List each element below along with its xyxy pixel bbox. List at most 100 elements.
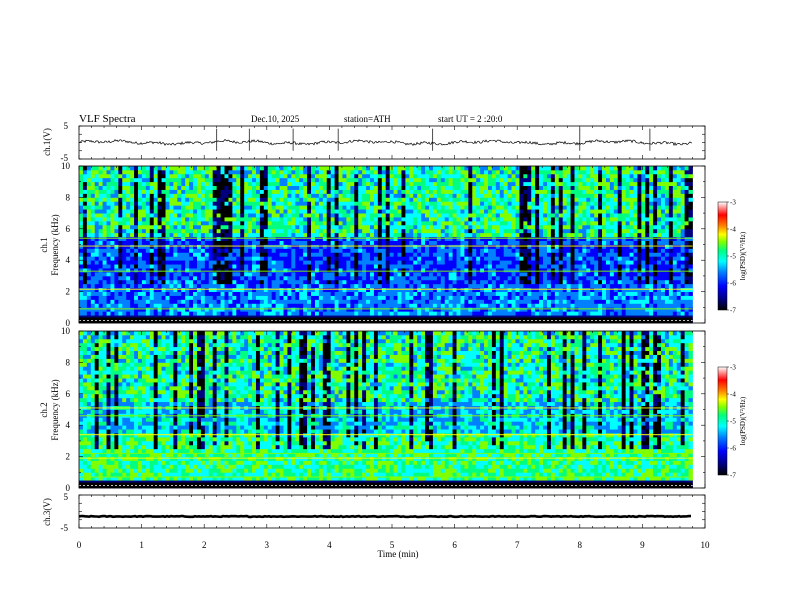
spectrogram-cell: [295, 166, 300, 171]
spectrogram-cell: [216, 279, 221, 285]
spectrogram-cell: [499, 275, 505, 281]
spectrogram-cell: [322, 173, 328, 179]
spectrogram-cell: [377, 177, 383, 183]
spectrogram-cell: [421, 264, 426, 269]
spectrogram-cell: [436, 232, 442, 238]
spectrogram-cell: [389, 295, 394, 300]
spectrogram-cell: [409, 271, 414, 277]
spectrogram-cell: [444, 275, 450, 281]
spectrogram-cell: [330, 181, 336, 187]
spectrogram-cell: [157, 268, 162, 273]
spectrogram-cell: [295, 256, 300, 261]
spectrogram-cell: [448, 279, 453, 285]
spectrogram-cell: [480, 264, 485, 269]
spectrogram-cell: [318, 311, 324, 316]
spectrogram-cell: [354, 220, 359, 226]
spectrogram-cell: [149, 213, 155, 218]
spectrogram-cell: [224, 181, 229, 187]
spectrogram-cell: [236, 209, 241, 214]
spectrogram-cell: [511, 201, 516, 206]
spectrogram-cell: [248, 220, 253, 226]
spectrogram-cell: [181, 311, 186, 316]
spectrogram-cell: [338, 177, 343, 183]
spectrogram-cell: [393, 311, 398, 316]
spectrogram-cell: [303, 201, 308, 206]
spectrogram-cell: [366, 185, 371, 190]
spectrogram-cell: [165, 166, 170, 171]
spectrogram-cell: [149, 169, 155, 175]
spectrogram-cell: [196, 228, 202, 234]
spectrogram-cell: [79, 189, 84, 194]
spectrogram-cell: [232, 197, 237, 202]
spectrogram-cell: [161, 166, 166, 171]
spectrogram-cell: [472, 181, 477, 187]
spectrogram-cell: [452, 232, 457, 238]
spectrogram-cell: [252, 169, 257, 175]
spectrogram-cell: [134, 275, 139, 281]
spectrogram-cell: [409, 303, 414, 308]
spectrogram-cell: [484, 279, 489, 285]
spectrogram-cell: [287, 201, 292, 206]
spectrogram-cell: [79, 295, 84, 300]
spectrogram-cell: [452, 264, 457, 269]
spectrogram-cell: [432, 177, 438, 183]
spectrogram-cell: [381, 173, 387, 179]
spectrogram-cell: [362, 169, 367, 175]
spectrogram-cell: [240, 177, 245, 183]
spectrogram-cell: [515, 189, 520, 194]
spectrogram-cell: [122, 166, 127, 171]
spectrogram-cell: [86, 279, 92, 285]
spectrogram-cell: [511, 275, 516, 281]
spectrogram-cell: [141, 256, 147, 261]
spectrogram-cell: [499, 264, 505, 269]
spectrogram-cell: [299, 224, 304, 230]
spectrogram-cell: [228, 220, 233, 226]
spectrogram-cell: [189, 197, 194, 202]
spectrogram-cell: [381, 268, 387, 273]
spectrogram-cell: [472, 185, 477, 190]
spectrogram-cell: [358, 220, 363, 226]
spectrogram-cell: [519, 185, 524, 190]
spectrogram-cell: [480, 228, 485, 234]
spectrogram-cell: [240, 299, 245, 304]
spectrogram-cell: [346, 209, 351, 214]
spectrogram-cell: [342, 240, 347, 245]
spectrogram-cell: [98, 248, 103, 253]
spectrogram-cell: [366, 299, 371, 304]
spectrogram-cell: [495, 315, 501, 320]
spectrogram-cell: [448, 166, 453, 171]
spectrogram-cell: [283, 275, 288, 281]
spectrogram-cell: [409, 228, 414, 234]
spectrogram-cell: [204, 166, 210, 171]
spectrogram-cell: [385, 268, 391, 273]
spectrogram-cell: [126, 169, 131, 175]
spectrogram-cell: [558, 303, 564, 308]
spectrogram-cell: [523, 224, 528, 230]
spectrogram-cell: [291, 213, 296, 218]
spectrogram-cell: [444, 248, 450, 253]
spectrogram-cell: [417, 295, 422, 300]
spectrogram-cell: [417, 181, 422, 187]
spectrogram-cell: [546, 303, 552, 308]
spectrogram-cell: [303, 268, 308, 273]
spectrogram-cell: [432, 303, 438, 308]
spectrogram-cell: [232, 299, 237, 304]
spectrogram-cell: [535, 248, 540, 253]
spectrogram-cell: [279, 213, 284, 218]
spectrogram-cell: [326, 197, 332, 202]
spectrogram-cell: [491, 299, 497, 304]
spectrogram-cell: [322, 209, 328, 214]
spectrogram-cell: [393, 185, 398, 190]
spectrogram-cell: [98, 193, 103, 198]
spectrogram-cell: [126, 271, 131, 277]
spectrogram-cell: [350, 283, 355, 289]
spectrogram-cell: [252, 264, 257, 269]
spectrogram-cell: [228, 256, 233, 261]
spectrogram-cell: [350, 224, 355, 230]
spectrogram-cell: [169, 166, 174, 171]
spectrogram-cell: [436, 193, 442, 198]
spectrogram-cell: [118, 311, 123, 316]
spectrogram-cell: [212, 177, 218, 183]
spectrogram-cell: [224, 240, 229, 245]
